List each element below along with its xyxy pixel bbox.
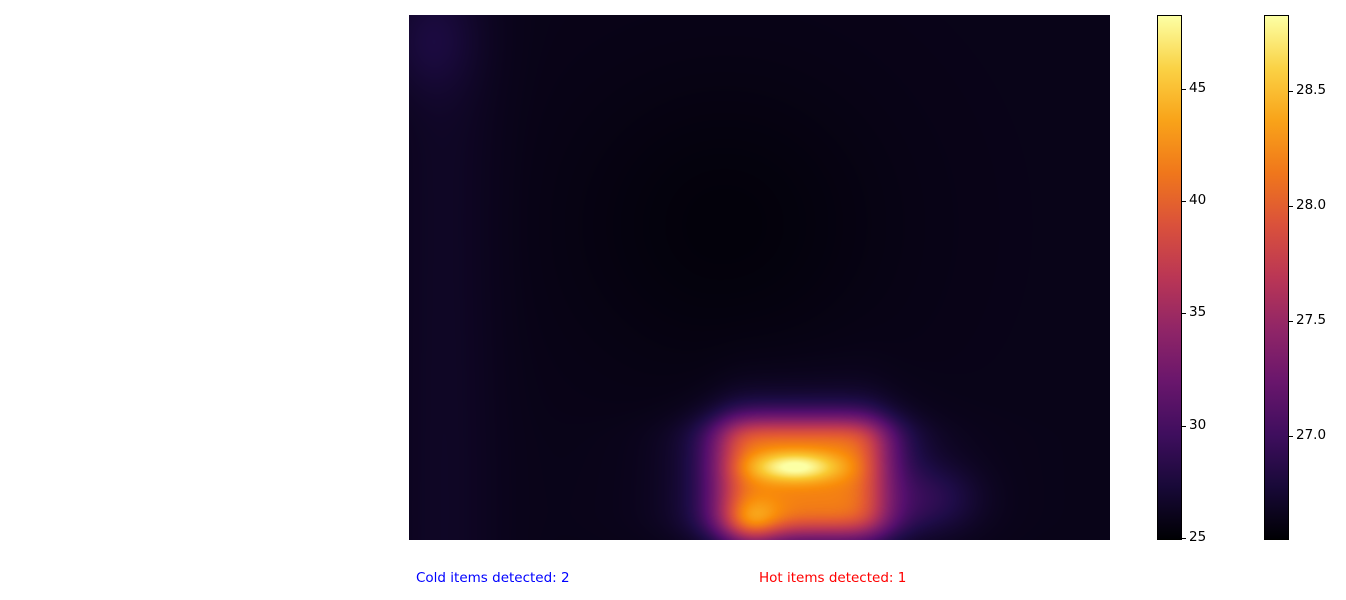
thermal-heatmap [409, 15, 1110, 540]
colorbar-tick-label: 28.0 [1296, 197, 1327, 213]
colorbar-tick-label: 27.5 [1296, 312, 1327, 328]
colorbar-tick-label: 25 [1189, 529, 1207, 545]
colorbar-tick-mark [1289, 91, 1293, 92]
colorbar-tick-mark [1289, 321, 1293, 322]
colorbar-tick-label: 27.0 [1296, 427, 1327, 443]
colorbar-tick-mark [1182, 313, 1186, 314]
colorbar-tick-label: 28.5 [1296, 82, 1327, 98]
colorbar-tick-mark [1182, 538, 1186, 539]
colorbar-temperature [1157, 15, 1182, 540]
hot-items-caption: Hot items detected: 1 [759, 570, 907, 586]
colorbar-tick-mark [1182, 89, 1186, 90]
colorbar-secondary [1264, 15, 1289, 540]
colorbar-tick-label: 40 [1189, 192, 1207, 208]
colorbar-tick-label: 45 [1189, 80, 1207, 96]
colorbar-tick-mark [1289, 206, 1293, 207]
colorbar-tick-label: 35 [1189, 304, 1207, 320]
colorbar-tick-mark [1182, 426, 1186, 427]
colorbar-tick-label: 30 [1189, 417, 1207, 433]
colorbar-tick-mark [1182, 201, 1186, 202]
cold-items-caption: Cold items detected: 2 [416, 570, 570, 586]
colorbar-tick-mark [1289, 436, 1293, 437]
